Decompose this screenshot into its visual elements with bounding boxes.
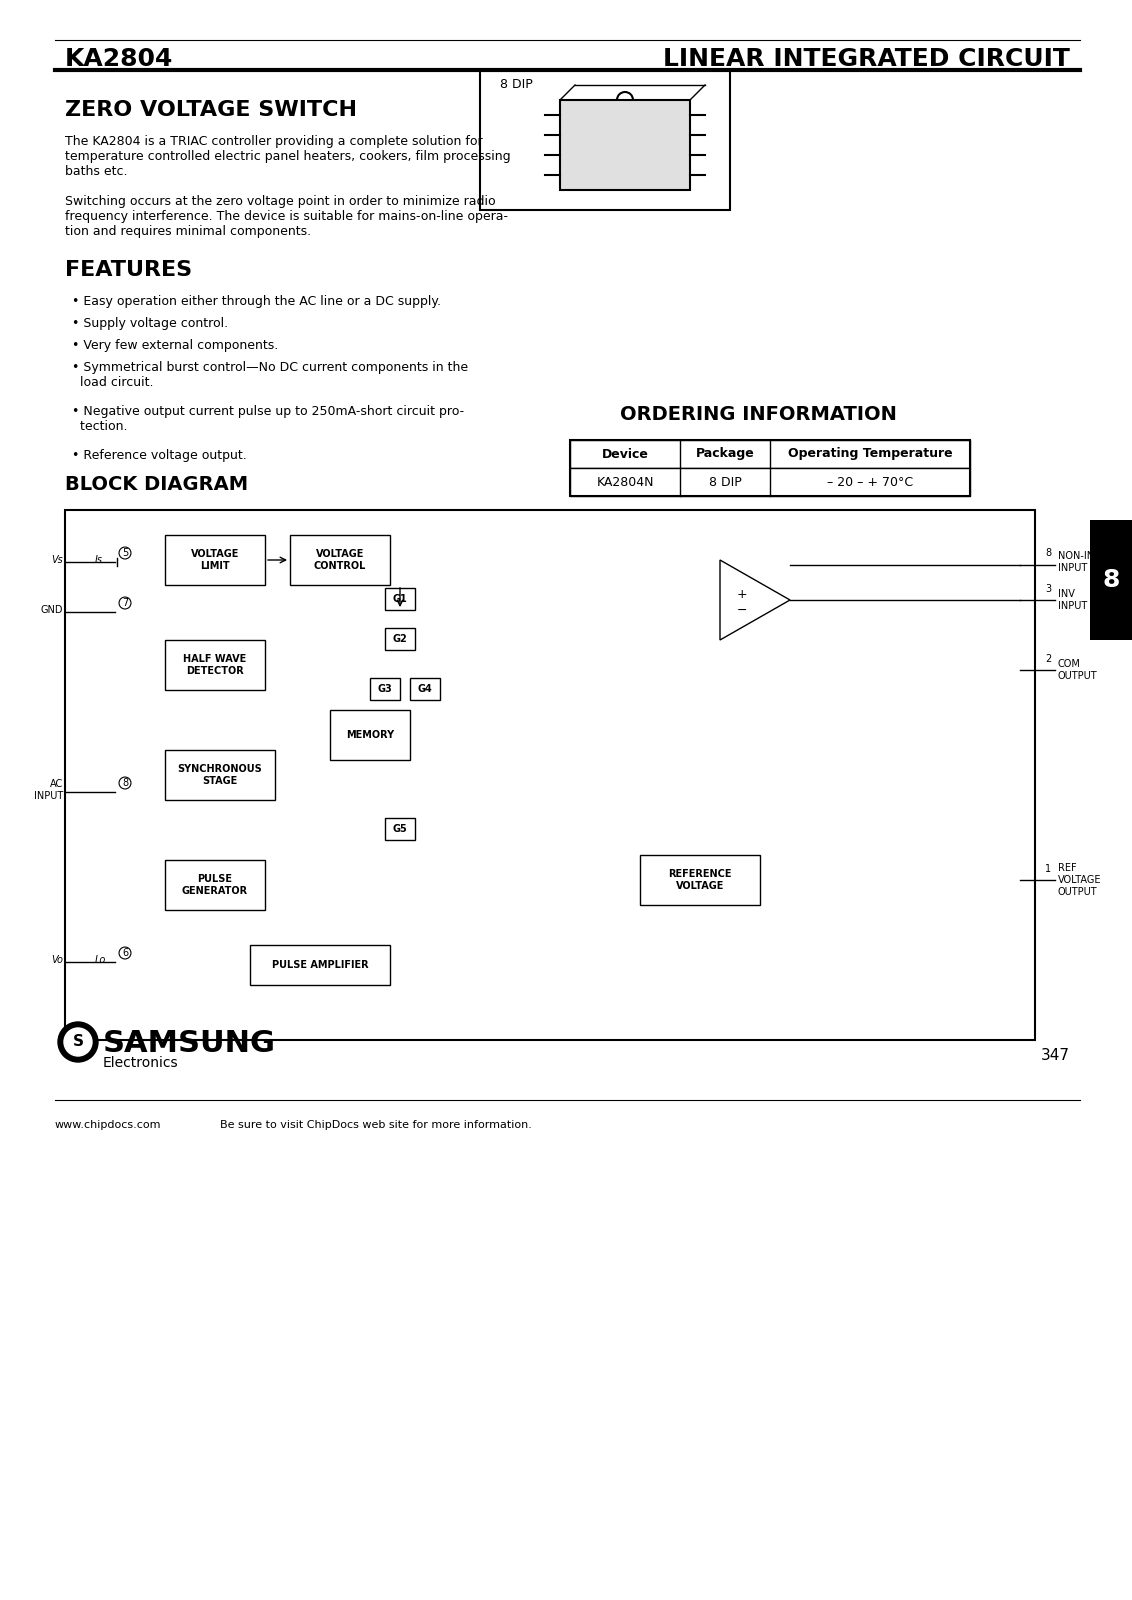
Bar: [385, 627, 415, 650]
Bar: [165, 861, 265, 910]
Text: 8: 8: [1103, 568, 1120, 592]
Text: 6: 6: [122, 947, 128, 958]
Text: GND: GND: [41, 605, 63, 614]
Text: 347: 347: [1041, 1048, 1070, 1062]
Text: • Supply voltage control.: • Supply voltage control.: [72, 317, 229, 330]
Text: • Reference voltage output.: • Reference voltage output.: [72, 450, 247, 462]
Text: INV
INPUT: INV INPUT: [1058, 589, 1087, 611]
Text: AC
INPUT: AC INPUT: [34, 779, 63, 800]
Text: • Symmetrical burst control—No DC current components in the
  load circuit.: • Symmetrical burst control—No DC curren…: [72, 362, 469, 389]
Text: +: +: [737, 589, 747, 602]
Text: The KA2804 is a TRIAC controller providing a complete solution for
temperature c: The KA2804 is a TRIAC controller providi…: [65, 134, 511, 178]
Bar: [480, 70, 730, 210]
Text: Is: Is: [95, 555, 103, 565]
Text: ZERO VOLTAGE SWITCH: ZERO VOLTAGE SWITCH: [65, 99, 357, 120]
Text: 5: 5: [122, 547, 128, 558]
Text: HALF WAVE
DETECTOR: HALF WAVE DETECTOR: [183, 654, 247, 675]
Text: • Negative output current pulse up to 250mA-short circuit pro-
  tection.: • Negative output current pulse up to 25…: [72, 405, 464, 434]
Bar: [571, 467, 970, 496]
Text: Lo: Lo: [95, 955, 106, 965]
Text: Package: Package: [696, 448, 754, 461]
Text: REFERENCE
VOLTAGE: REFERENCE VOLTAGE: [668, 869, 731, 891]
Text: ORDERING INFORMATION: ORDERING INFORMATION: [620, 405, 897, 424]
Text: Operating Temperature: Operating Temperature: [788, 448, 952, 461]
Text: REF
VOLTAGE
OUTPUT: REF VOLTAGE OUTPUT: [1058, 864, 1101, 896]
Text: G2: G2: [393, 634, 408, 643]
Text: 8 DIP: 8 DIP: [500, 78, 533, 91]
Text: Device: Device: [601, 448, 649, 461]
Bar: [560, 99, 691, 190]
Text: 8: 8: [122, 778, 128, 787]
Text: Be sure to visit ChipDocs web site for more information.: Be sure to visit ChipDocs web site for m…: [220, 1120, 532, 1130]
Bar: [571, 440, 970, 467]
Text: G3: G3: [378, 685, 393, 694]
Text: G4: G4: [418, 685, 432, 694]
Text: Switching occurs at the zero voltage point in order to minimize radio
frequency : Switching occurs at the zero voltage poi…: [65, 195, 508, 238]
Text: www.chipdocs.com: www.chipdocs.com: [55, 1120, 162, 1130]
Text: PULSE AMPLIFIER: PULSE AMPLIFIER: [272, 960, 368, 970]
Text: G1: G1: [393, 594, 408, 603]
Bar: [385, 587, 415, 610]
Text: COM
OUTPUT: COM OUTPUT: [1058, 659, 1098, 682]
Bar: [410, 678, 440, 701]
Bar: [250, 946, 391, 986]
Text: – 20 – + 70°C: – 20 – + 70°C: [827, 475, 914, 488]
Text: −: −: [737, 603, 747, 616]
Bar: [571, 440, 970, 496]
Text: 8 DIP: 8 DIP: [709, 475, 741, 488]
Bar: [370, 678, 400, 701]
Circle shape: [65, 1029, 92, 1056]
Text: 7: 7: [122, 598, 128, 608]
Text: • Easy operation either through the AC line or a DC supply.: • Easy operation either through the AC l…: [72, 294, 441, 307]
Bar: [290, 534, 391, 586]
Text: KA2804: KA2804: [65, 46, 173, 70]
Text: 2: 2: [1045, 654, 1052, 664]
Bar: [165, 750, 275, 800]
Text: • Very few external components.: • Very few external components.: [72, 339, 278, 352]
Text: Vs: Vs: [51, 555, 63, 565]
Bar: [165, 640, 265, 690]
Text: 8: 8: [1045, 547, 1052, 558]
Text: SAMSUNG: SAMSUNG: [103, 1029, 276, 1058]
Text: 1: 1: [1045, 864, 1052, 874]
Text: NON-INV
INPUT: NON-INV INPUT: [1058, 550, 1100, 573]
Bar: [165, 534, 265, 586]
Bar: [65, 510, 1035, 1040]
Text: Vo: Vo: [51, 955, 63, 965]
Text: 3: 3: [1045, 584, 1052, 594]
Text: SYNCHRONOUS
STAGE: SYNCHRONOUS STAGE: [178, 765, 263, 786]
Circle shape: [58, 1022, 98, 1062]
Text: VOLTAGE
LIMIT: VOLTAGE LIMIT: [191, 549, 239, 571]
Bar: [1090, 520, 1132, 640]
Text: KA2804N: KA2804N: [597, 475, 654, 488]
Text: VOLTAGE
CONTROL: VOLTAGE CONTROL: [314, 549, 366, 571]
Bar: [640, 854, 760, 906]
Text: MEMORY: MEMORY: [346, 730, 394, 739]
Polygon shape: [720, 560, 790, 640]
Bar: [385, 818, 415, 840]
Text: G5: G5: [393, 824, 408, 834]
Text: Electronics: Electronics: [103, 1056, 179, 1070]
Text: S: S: [72, 1035, 84, 1050]
Bar: [331, 710, 410, 760]
Text: BLOCK DIAGRAM: BLOCK DIAGRAM: [65, 475, 248, 494]
Text: FEATURES: FEATURES: [65, 259, 192, 280]
Text: LINEAR INTEGRATED CIRCUIT: LINEAR INTEGRATED CIRCUIT: [663, 46, 1070, 70]
Text: PULSE
GENERATOR: PULSE GENERATOR: [182, 874, 248, 896]
